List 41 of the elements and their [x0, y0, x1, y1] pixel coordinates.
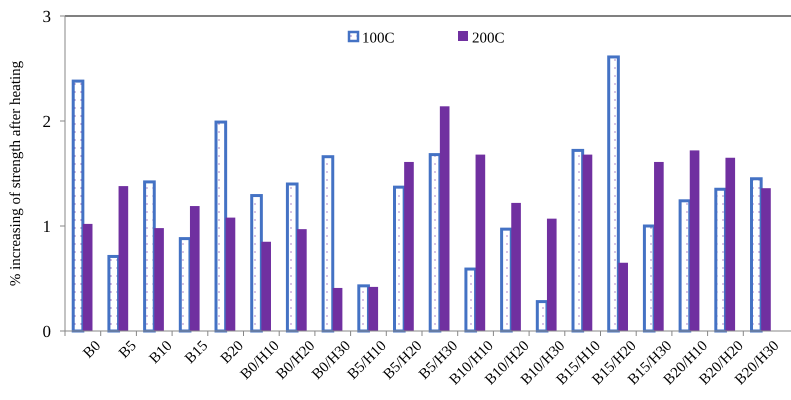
bar	[286, 182, 299, 332]
bar	[654, 162, 664, 331]
x-tick-label: B15	[182, 338, 212, 367]
legend-label: 100C	[362, 30, 395, 46]
y-axis-title: % increasing of strength after heating	[8, 60, 24, 286]
bar	[297, 229, 307, 331]
y-tick-label: 2	[42, 112, 51, 131]
bar	[190, 206, 200, 331]
bar	[332, 288, 342, 331]
bar	[440, 106, 450, 331]
bar	[546, 218, 557, 331]
bar	[511, 202, 521, 331]
bar	[250, 194, 263, 332]
y-tick-label: 0	[42, 322, 51, 341]
x-tick-label: B5	[116, 338, 140, 362]
bar	[72, 80, 84, 332]
x-tick-label: B10	[146, 338, 176, 367]
bar	[761, 188, 771, 331]
bar	[261, 242, 271, 331]
bar	[82, 224, 92, 331]
bar	[607, 55, 620, 332]
bar	[404, 162, 414, 331]
bar	[678, 199, 692, 332]
bar	[476, 154, 486, 331]
bar	[322, 155, 334, 332]
bar	[618, 262, 628, 331]
legend-label: 200C	[472, 30, 505, 46]
bar	[582, 154, 592, 331]
bar	[690, 150, 700, 331]
bar	[118, 186, 128, 331]
bar	[226, 218, 236, 331]
bar	[214, 120, 228, 332]
bar	[500, 228, 513, 332]
bar	[428, 153, 442, 332]
bar	[154, 228, 164, 331]
bar	[725, 158, 736, 331]
bar	[368, 286, 378, 331]
x-tick-label: B0	[80, 338, 104, 362]
bar	[143, 180, 156, 332]
y-tick-label: 3	[42, 6, 51, 26]
y-tick-label: 1	[42, 216, 51, 236]
